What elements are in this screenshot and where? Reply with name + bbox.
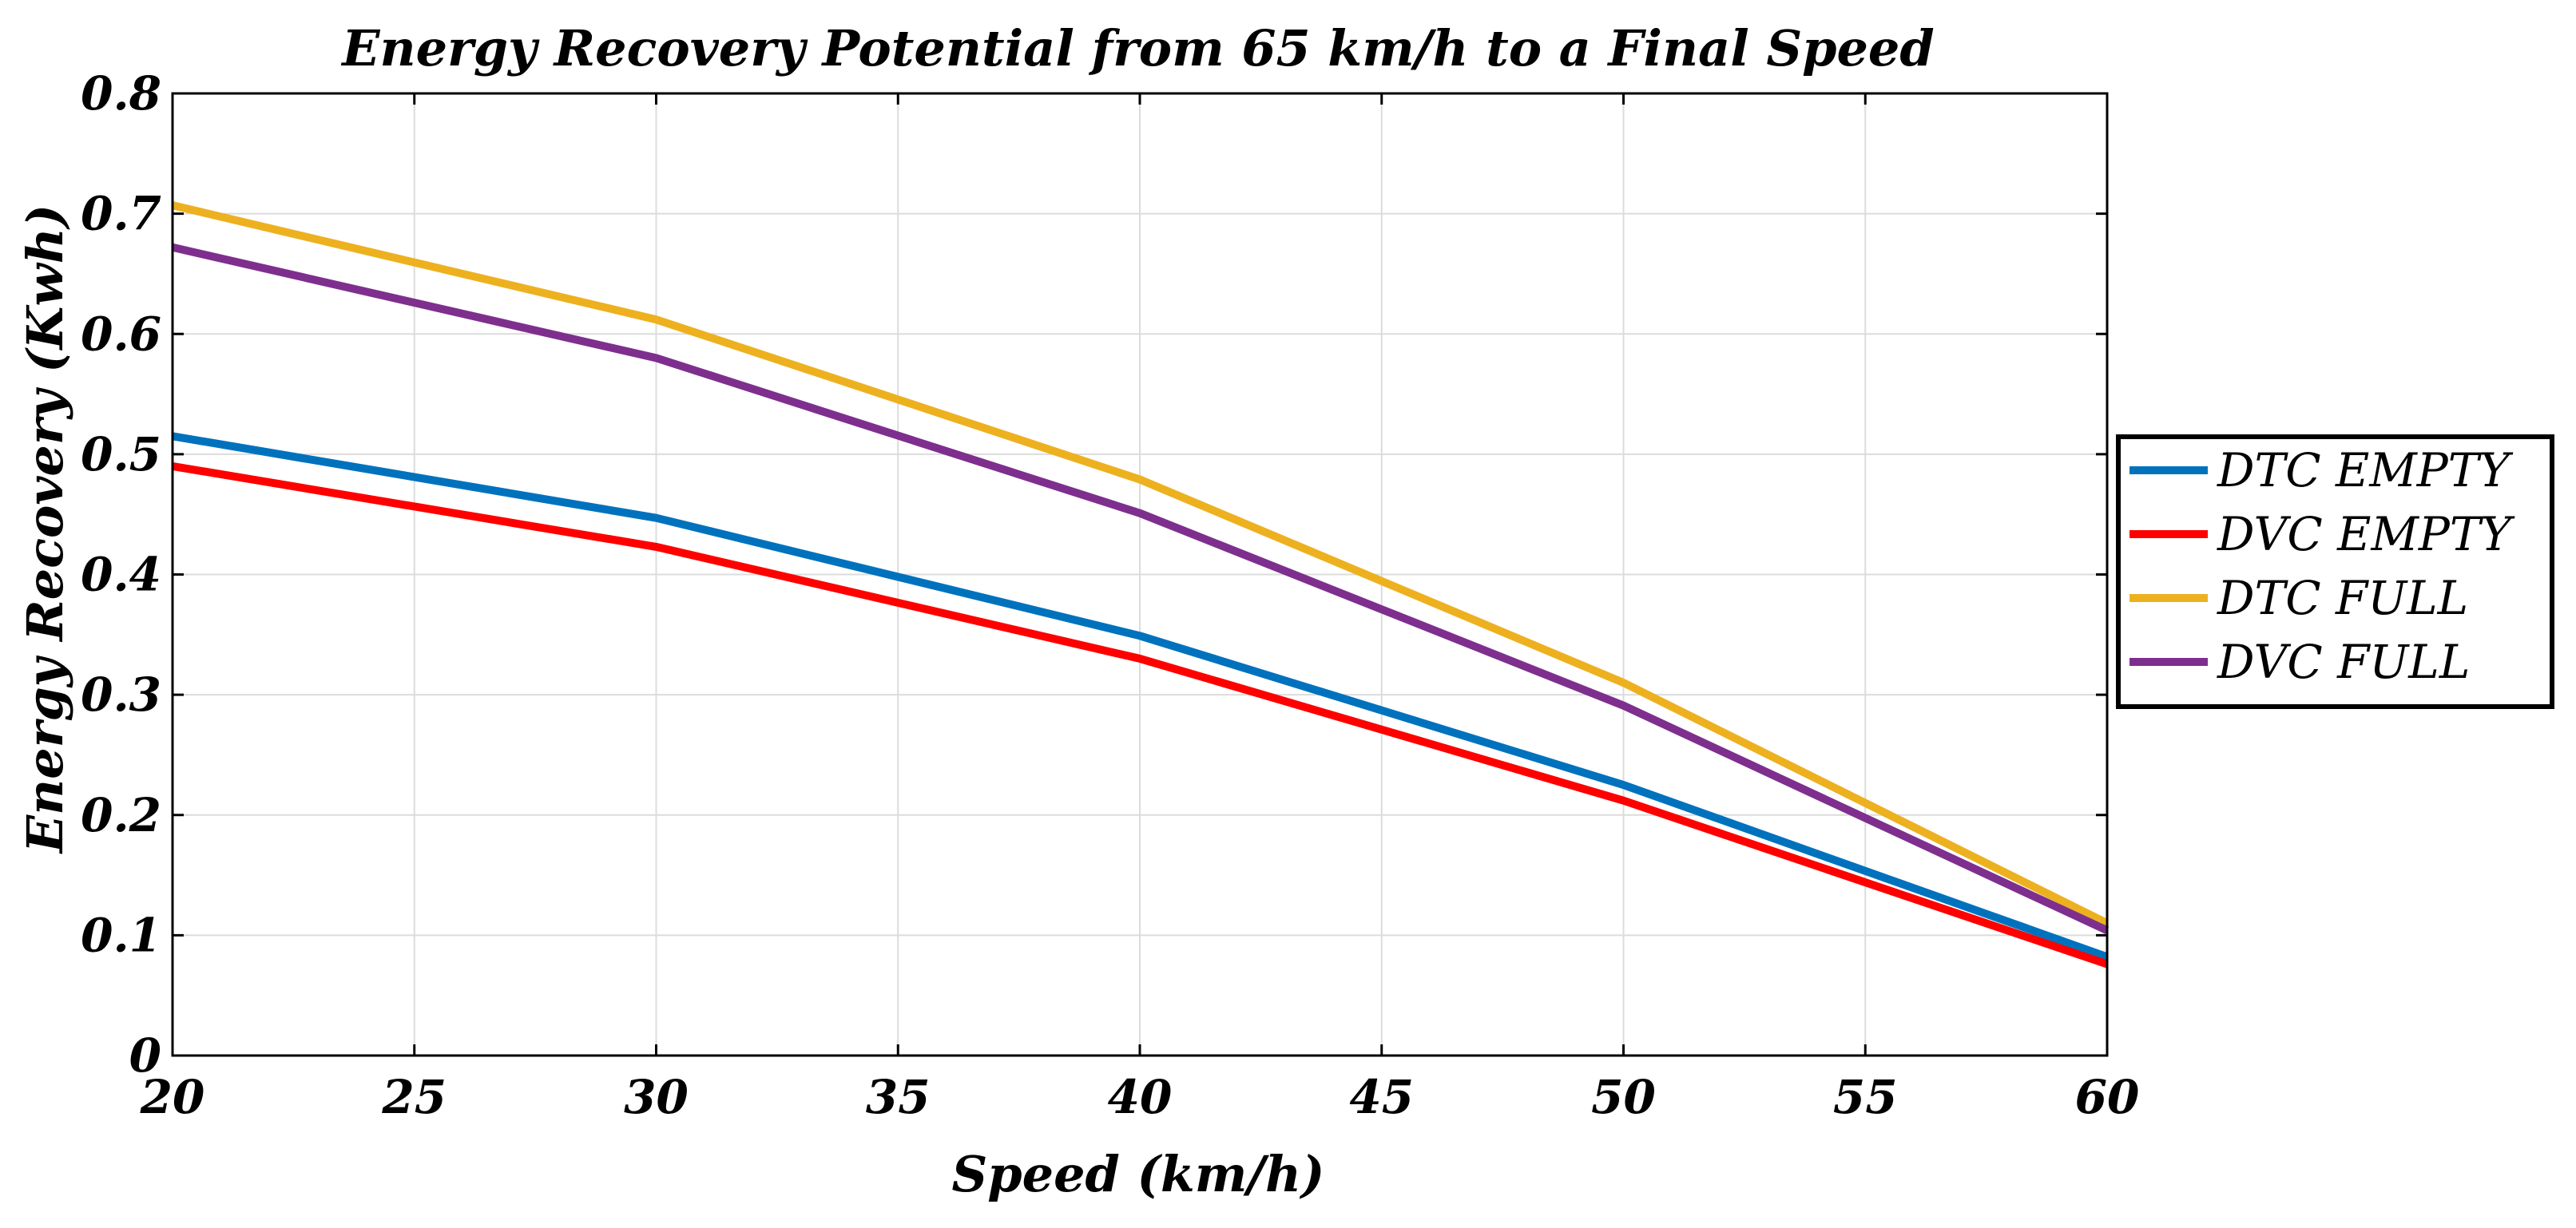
x-tick-label: 40 bbox=[1108, 1070, 1173, 1124]
series-lines bbox=[171, 201, 2110, 969]
series-line-dtc-full bbox=[171, 201, 2110, 927]
x-tick-label: 20 bbox=[140, 1070, 205, 1124]
legend-label: DVC FULL bbox=[2217, 635, 2470, 689]
x-tick-label: 50 bbox=[1591, 1070, 1656, 1124]
legend-label: DTC FULL bbox=[2217, 571, 2468, 625]
y-tick-label: 0.2 bbox=[81, 788, 161, 842]
series-line-dtc-empty bbox=[172, 432, 2109, 961]
series-line-dvc-empty bbox=[172, 461, 2109, 969]
legend-label: DTC EMPTY bbox=[2217, 443, 2513, 497]
x-tick-label: 30 bbox=[624, 1070, 689, 1124]
y-tick-label: 0.1 bbox=[81, 908, 161, 962]
x-tick-label: 25 bbox=[381, 1070, 447, 1124]
x-axis-label: Speed (km/h) bbox=[952, 1145, 1325, 1203]
y-tick-label: 0.6 bbox=[81, 307, 161, 361]
y-tick-label: 0 bbox=[129, 1028, 161, 1083]
y-tick-label: 0.7 bbox=[81, 187, 161, 241]
x-tick-label: 45 bbox=[1349, 1070, 1414, 1124]
chart-title: Energy Recovery Potential from 65 km/h t… bbox=[340, 19, 1934, 77]
y-tick-label: 0.3 bbox=[81, 667, 161, 722]
x-tick-label: 55 bbox=[1833, 1070, 1898, 1124]
y-tick-label: 0.8 bbox=[81, 66, 161, 121]
legend: DTC EMPTY DVC EMPTY DTC FULL DVC FULL bbox=[2116, 434, 2554, 709]
y-tick-label: 0.5 bbox=[81, 427, 161, 481]
x-tick-label: 60 bbox=[2075, 1070, 2140, 1124]
series-line-dvc-full bbox=[171, 243, 2110, 934]
axis-ticks: 20 25 30 35 40 45 50 55 60 0 0.1 0.2 0.3 0.4 0.5 0.6 0.7… bbox=[81, 66, 2139, 1124]
y-tick-label: 0.4 bbox=[81, 548, 161, 602]
x-tick-label: 35 bbox=[866, 1070, 931, 1124]
legend-label: DVC EMPTY bbox=[2217, 507, 2515, 561]
y-axis-label: Energy Recovery (Kwh) bbox=[16, 204, 74, 854]
